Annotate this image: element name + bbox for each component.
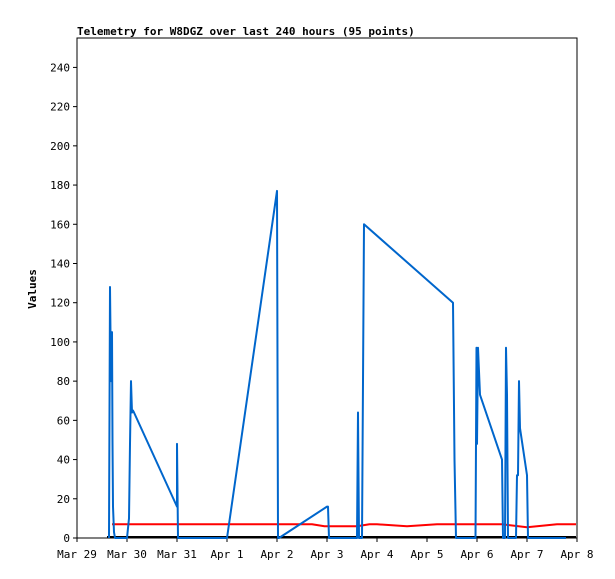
- x-tick-label: Apr 8: [560, 548, 593, 561]
- y-tick-label: 20: [57, 493, 70, 506]
- y-tick-label: 160: [50, 218, 70, 231]
- y-tick-label: 60: [57, 414, 70, 427]
- y-tick-label: 200: [50, 140, 70, 153]
- y-tick-label: 40: [57, 454, 70, 467]
- x-tick-label: Apr 3: [310, 548, 343, 561]
- y-tick-label: 120: [50, 297, 70, 310]
- y-axis-label: Values: [26, 269, 39, 309]
- y-tick-label: 80: [57, 375, 70, 388]
- y-tick-label: 240: [50, 61, 70, 74]
- x-tick-label: Apr 4: [360, 548, 393, 561]
- x-tick-label: Mar 31: [157, 548, 197, 561]
- series-red-line: [112, 523, 576, 529]
- y-tick-label: 0: [63, 532, 70, 545]
- y-tick-label: 140: [50, 257, 70, 270]
- x-axis: Mar 29 Mar 30 Mar 31 Apr 1 Apr 2 Apr 3 Apr 4 Ap…: [57, 538, 594, 561]
- x-tick-label: Mar 30: [107, 548, 147, 561]
- x-tick-label: Apr 6: [460, 548, 493, 561]
- x-tick-label: Mar 29: [57, 548, 97, 561]
- chart-title: Telemetry for W8DGZ over last 240 hours …: [77, 25, 415, 38]
- y-tick-label: 100: [50, 336, 70, 349]
- x-tick-label: Apr 2: [260, 548, 293, 561]
- y-tick-label: 180: [50, 179, 70, 192]
- x-tick-label: Apr 7: [510, 548, 543, 561]
- series-layer: [107, 189, 576, 539]
- x-tick-label: Apr 5: [410, 548, 443, 561]
- series-blue-line: [108, 189, 566, 539]
- y-tick-label: 220: [50, 101, 70, 114]
- x-tick-label: Apr 1: [210, 548, 243, 561]
- y-axis: 0 20 40 60 80 100 120 140 160 180 200 220 240: [50, 61, 77, 545]
